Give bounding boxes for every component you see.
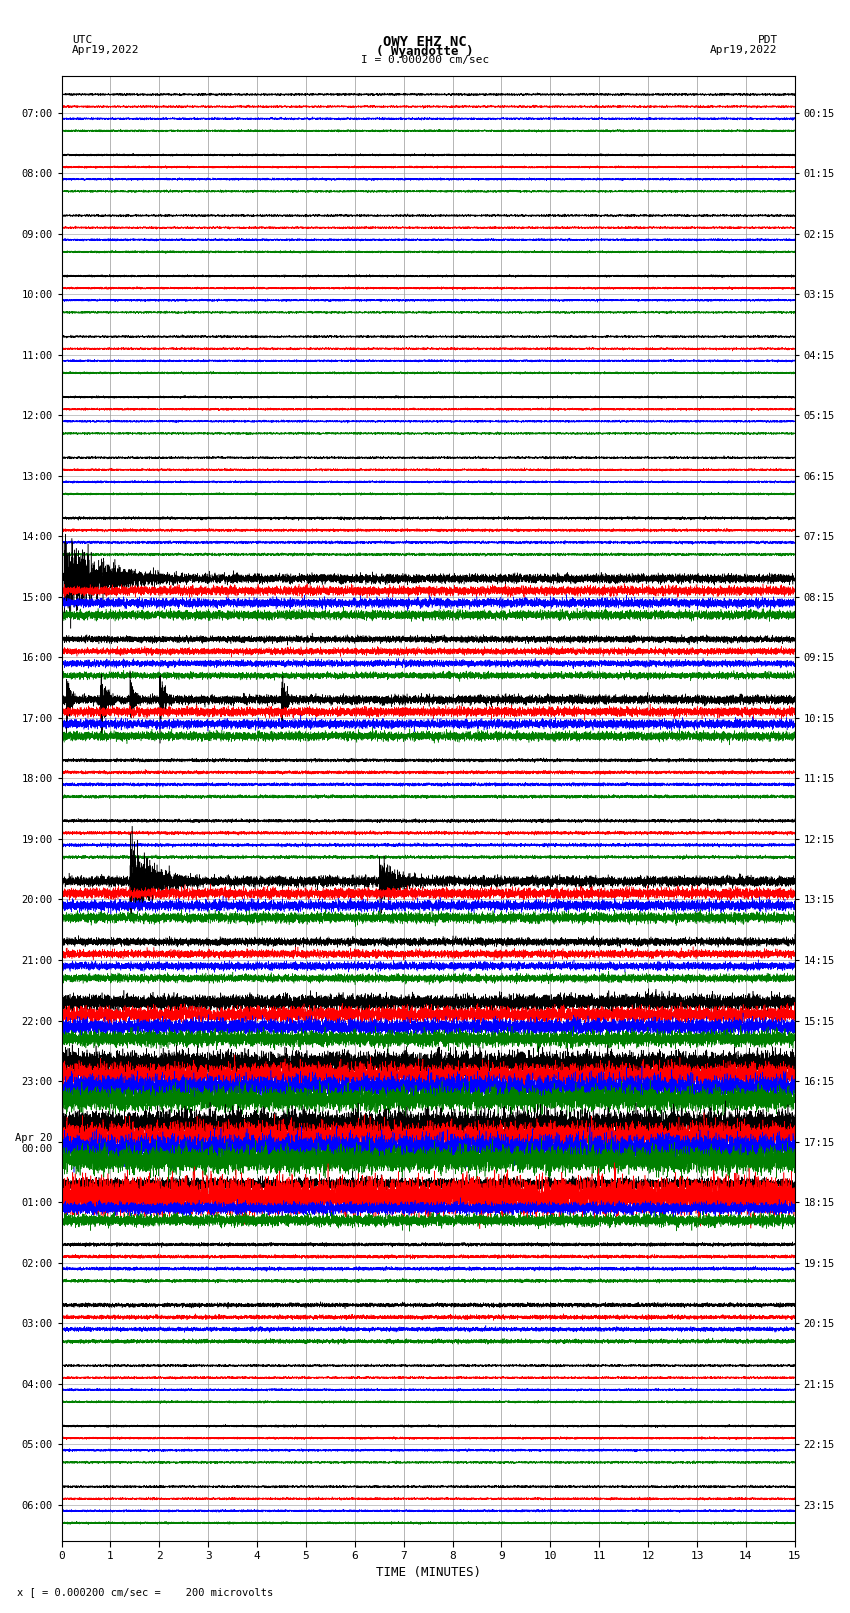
Text: ( Wyandotte ): ( Wyandotte ): [377, 45, 473, 58]
Text: I = 0.000200 cm/sec: I = 0.000200 cm/sec: [361, 55, 489, 65]
Text: UTC: UTC: [72, 35, 93, 45]
Text: PDT: PDT: [757, 35, 778, 45]
Text: OWY EHZ NC: OWY EHZ NC: [383, 35, 467, 50]
Text: Apr19,2022: Apr19,2022: [711, 45, 778, 55]
Text: Apr19,2022: Apr19,2022: [72, 45, 139, 55]
X-axis label: TIME (MINUTES): TIME (MINUTES): [376, 1566, 480, 1579]
Text: x [ = 0.000200 cm/sec =    200 microvolts: x [ = 0.000200 cm/sec = 200 microvolts: [17, 1587, 273, 1597]
